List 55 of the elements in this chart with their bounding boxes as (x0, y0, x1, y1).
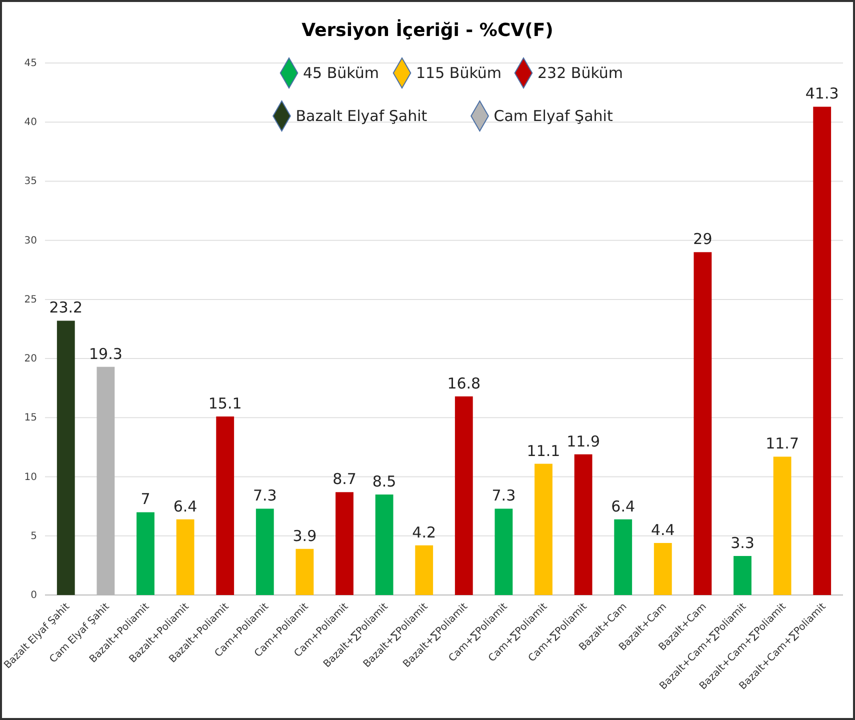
data-label: 8.5 (372, 472, 396, 491)
bar (336, 492, 354, 595)
bar (454, 396, 473, 595)
data-label: 6.4 (611, 497, 636, 516)
y-tick-label: 35 (24, 176, 37, 188)
y-tick-label: 45 (24, 58, 37, 69)
y-tick-label: 30 (24, 235, 37, 246)
bar (256, 508, 274, 595)
bar (734, 556, 752, 595)
bar (56, 320, 75, 595)
legend-label: 232 Büküm (538, 64, 624, 82)
y-tick-label: 5 (30, 530, 37, 542)
data-label: 7.3 (252, 486, 277, 505)
data-label: 4.4 (650, 520, 675, 539)
data-label: 6.4 (173, 497, 198, 516)
y-tick-label: 20 (24, 354, 37, 365)
legend-label: 45 Büküm (303, 64, 379, 82)
legend-label: 115 Büküm (416, 64, 502, 82)
y-tick-label: 25 (24, 294, 37, 306)
legend-label: Cam Elyaf Şahit (494, 107, 613, 125)
data-label: 11.9 (566, 432, 600, 450)
data-label: 3.9 (292, 526, 317, 545)
data-label: 11.7 (766, 434, 800, 453)
y-tick-label: 15 (24, 412, 37, 424)
bar (654, 542, 672, 595)
chart-title: Versiyon İçeriği - %CV(F) (302, 19, 554, 41)
data-label: 19.3 (88, 344, 122, 363)
bar (176, 519, 194, 595)
bar (694, 252, 712, 595)
data-label: 41.3 (805, 84, 839, 103)
data-label: 7 (140, 490, 150, 508)
data-label: 3.3 (730, 534, 754, 552)
bar (415, 545, 434, 595)
bar (614, 519, 632, 595)
data-label: 11.1 (526, 442, 560, 460)
bar (574, 454, 592, 595)
bar (375, 494, 394, 595)
data-label: 7.3 (492, 486, 516, 505)
bar (296, 548, 314, 595)
bar (136, 512, 154, 595)
data-label: 4.2 (412, 523, 436, 542)
y-tick-label: 40 (24, 117, 37, 128)
data-label: 16.8 (447, 374, 481, 392)
bar (216, 416, 234, 595)
bar (773, 456, 792, 595)
bar (494, 508, 513, 595)
data-label: 15.1 (208, 394, 242, 412)
data-label: 8.7 (332, 470, 356, 488)
legend-label: Bazalt Elyaf Şahit (296, 107, 428, 125)
data-label: 23.2 (49, 298, 83, 317)
data-label: 29 (693, 230, 712, 248)
y-tick-label: 10 (24, 472, 37, 483)
bar (813, 106, 832, 595)
bar (534, 464, 552, 595)
y-tick-label: 0 (30, 590, 37, 601)
